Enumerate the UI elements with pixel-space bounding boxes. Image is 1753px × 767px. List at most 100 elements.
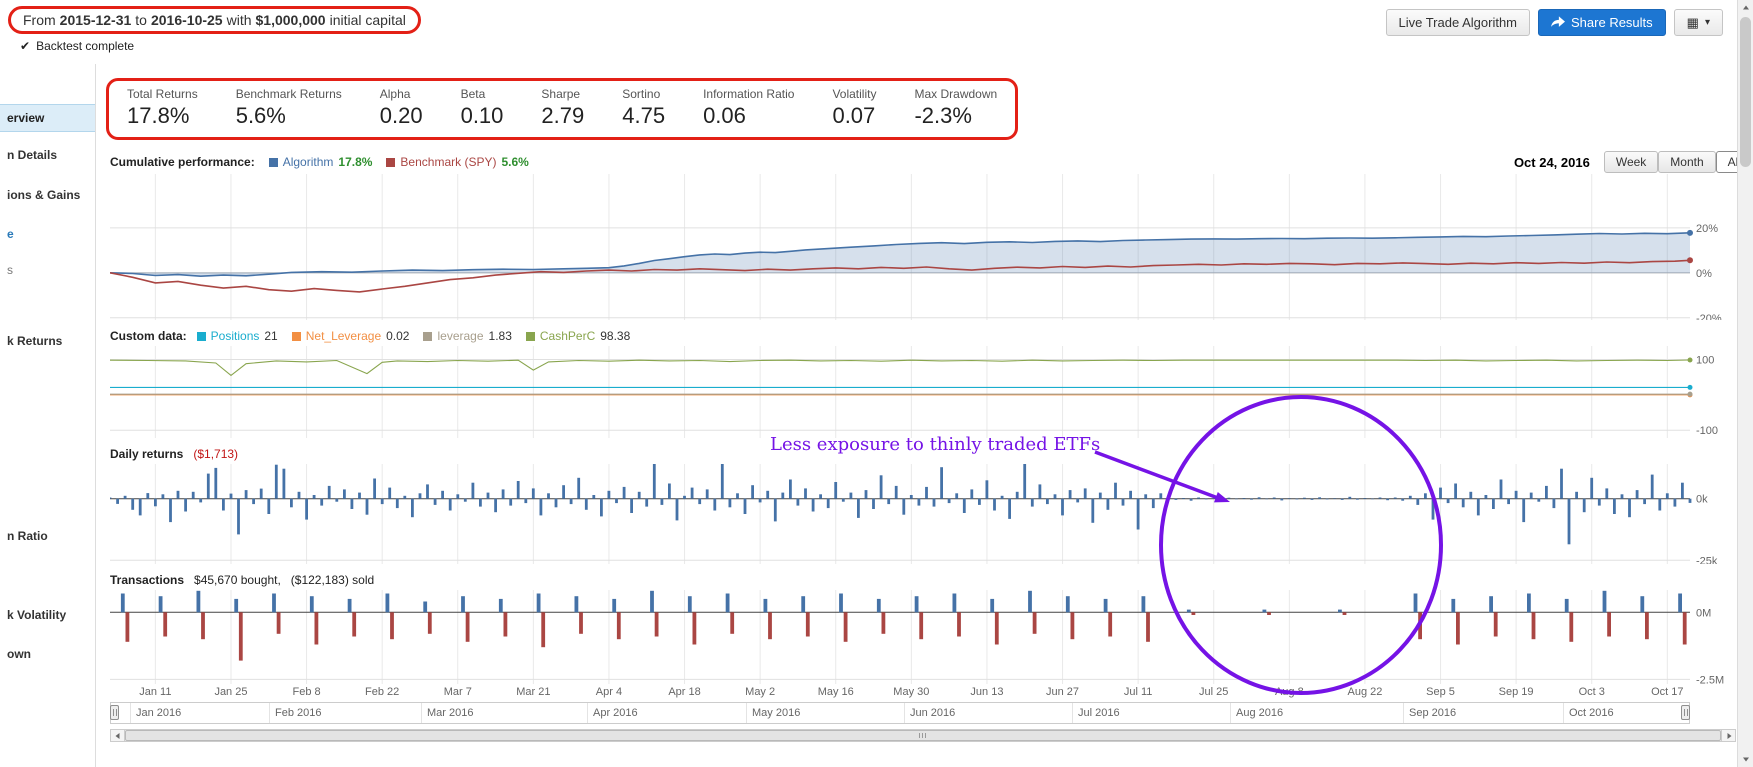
custom-data-legend: Positions 21 Net_Leverage 0.02 leverage 1.83 C… — [196, 329, 631, 343]
x-axis-label: Jul 25 — [1199, 686, 1229, 698]
navigator-label: Feb 2016 — [275, 707, 322, 719]
sidebar-item-n-ratio[interactable]: n Ratio — [7, 529, 48, 543]
navigator-handle-right[interactable] — [1681, 705, 1690, 720]
legend-name: CashPerC — [539, 329, 596, 343]
scrollbar-thumb[interactable] — [125, 730, 1721, 741]
x-axis-label: Oct 3 — [1578, 686, 1605, 698]
x-axis-label: Mar 7 — [443, 686, 472, 698]
legend-name: Algorithm — [282, 155, 334, 169]
legend-item-benchmark-spy[interactable]: Benchmark (SPY) 5.6% — [386, 155, 529, 169]
stat-item-total-returns: Total Returns 17.8% — [127, 87, 198, 129]
navigator-tick — [587, 703, 588, 723]
stat-value: 2.79 — [541, 103, 585, 128]
summary-from: From — [23, 12, 56, 28]
scroll-left-arrow[interactable] — [110, 729, 125, 742]
legend-item-positions[interactable]: Positions 21 — [196, 329, 278, 343]
scroll-right-arrow[interactable] — [1721, 729, 1736, 742]
custom-data-header: Custom data: Positions 21 Net_Leverage 0.02… — [110, 326, 1753, 346]
navigator-label: Mar 2016 — [427, 707, 474, 719]
status-text: Backtest complete — [36, 39, 135, 53]
scroll-up-arrow[interactable] — [1738, 0, 1753, 16]
navigator-label: Jul 2016 — [1078, 707, 1120, 719]
sidebar-item-erview[interactable]: erview — [0, 104, 95, 132]
sidebar-item-ions-gains[interactable]: ions & Gains — [7, 188, 81, 202]
scrollbar-track[interactable] — [125, 729, 1721, 742]
stat-item-max-drawdown: Max Drawdown -2.3% — [914, 87, 997, 129]
legend-item-net-leverage[interactable]: Net_Leverage 0.02 — [291, 329, 410, 343]
cursor-date-label: Oct 24, 2016 — [1513, 154, 1590, 170]
cumulative-chart[interactable]: 20% 0% -20% — [110, 174, 1736, 320]
summary-with: with — [226, 12, 252, 28]
legend-value: 98.38 — [600, 329, 631, 343]
sidebar-item-own[interactable]: own — [7, 647, 31, 661]
custom-data-chart[interactable]: 100 -100 — [110, 346, 1736, 438]
navigator-tick — [130, 703, 131, 723]
x-axis-label: Sep 5 — [1426, 686, 1455, 698]
header-left: From 2015-12-31 to 2016-10-25 with $1,00… — [8, 6, 421, 53]
transactions-chart[interactable]: 0M -2.5M — [110, 590, 1736, 684]
horizontal-scrollbar[interactable] — [110, 729, 1736, 742]
svg-text:-25k: -25k — [1696, 555, 1718, 564]
view-menu-button[interactable]: ▦ ▾ — [1673, 9, 1723, 36]
legend-item-cashperc[interactable]: CashPerC 98.38 — [525, 329, 631, 343]
sidebar-item-s[interactable]: s — [7, 263, 13, 277]
navigator-tick — [904, 703, 905, 723]
x-axis-label: Jul 11 — [1123, 686, 1153, 698]
navigator-label: Jan 2016 — [136, 707, 182, 719]
navigator-tick — [269, 703, 270, 723]
range-button-month[interactable]: Month — [1658, 151, 1716, 173]
stat-value: 5.6% — [235, 103, 286, 128]
transactions-bought: $45,670 bought, — [194, 573, 281, 587]
legend-item-algorithm[interactable]: Algorithm 17.8% — [268, 155, 372, 169]
navigator-label: Sep 2016 — [1409, 707, 1457, 719]
range-button-week[interactable]: Week — [1603, 151, 1659, 173]
sidebar-item-n-details[interactable]: n Details — [7, 148, 58, 162]
x-axis-label: Sep 19 — [1498, 686, 1534, 698]
page-scrollbar[interactable] — [1737, 0, 1753, 767]
sidebar-item-k-returns[interactable]: k Returns — [7, 334, 63, 348]
svg-text:100: 100 — [1696, 354, 1714, 366]
daily-returns-value: ($1,713) — [193, 447, 239, 461]
legend-item-leverage[interactable]: leverage 1.83 — [423, 329, 512, 343]
header: From 2015-12-31 to 2016-10-25 with $1,00… — [0, 0, 1753, 64]
share-icon — [1551, 16, 1566, 27]
legend-swatch — [291, 331, 301, 341]
page-scrollbar-thumb[interactable] — [1740, 17, 1751, 167]
x-axis-label: Jun 13 — [970, 686, 1004, 698]
sidebar-item-e[interactable]: e — [7, 227, 14, 241]
scroll-down-arrow[interactable] — [1738, 751, 1753, 767]
legend-value: 0.02 — [386, 329, 410, 343]
navigator-handle-left[interactable] — [110, 705, 119, 720]
x-axis-label: Feb 22 — [365, 686, 400, 698]
stat-label: Beta — [460, 87, 486, 101]
x-axis-label: Apr 18 — [668, 686, 701, 698]
stat-value: 0.20 — [379, 103, 423, 128]
share-results-label: Share Results — [1571, 15, 1653, 30]
range-navigator[interactable]: Jan 2016 Feb 2016 Mar 2016 Apr 2016 May 2016… — [110, 702, 1690, 724]
legend-value: 5.6% — [501, 155, 529, 169]
navigator-tick — [1563, 703, 1564, 723]
stat-item-sharpe: Sharpe 2.79 — [541, 87, 584, 129]
summary-start-date: 2015-12-31 — [59, 12, 132, 28]
transactions-title: Transactions — [110, 573, 185, 587]
stat-item-sortino: Sortino 4.75 — [622, 87, 665, 129]
check-icon: ✔ — [20, 39, 31, 53]
x-axis-labels: Jan 11 Jan 25 Feb 8 Feb 22 Mar 7 Mar 21 Apr 4 A… — [110, 684, 1690, 700]
x-axis-label: Jun 27 — [1046, 686, 1080, 698]
stat-label: Max Drawdown — [914, 87, 998, 101]
share-results-button[interactable]: Share Results — [1538, 9, 1666, 36]
stat-label: Sharpe — [541, 87, 581, 101]
summary-capital: $1,000,000 — [255, 12, 326, 28]
x-axis-label: May 30 — [893, 686, 930, 698]
stats-annotation-box: Total Returns 17.8% Benchmark Returns 5.6% A… — [106, 78, 1019, 140]
live-trade-button[interactable]: Live Trade Algorithm — [1385, 9, 1531, 36]
summary-tail: initial capital — [329, 12, 406, 28]
legend-name: Positions — [210, 329, 260, 343]
svg-text:20%: 20% — [1696, 223, 1718, 235]
x-axis-label: May 2 — [745, 686, 776, 698]
daily-returns-chart[interactable]: 0k -25k — [110, 464, 1736, 564]
legend-value: 1.83 — [488, 329, 512, 343]
sidebar-item-k-volatility[interactable]: k Volatility — [7, 608, 67, 622]
svg-text:-20%: -20% — [1696, 313, 1722, 320]
custom-data-title: Custom data: — [110, 329, 187, 343]
